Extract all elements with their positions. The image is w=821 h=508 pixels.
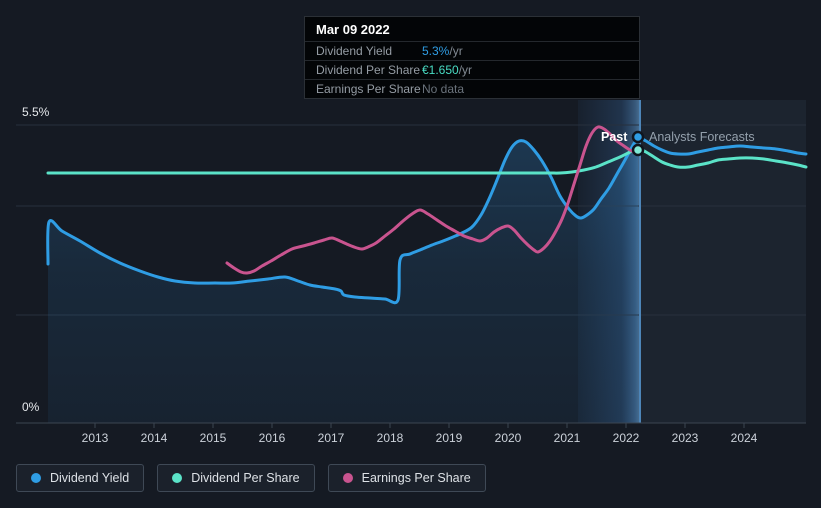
tooltip-value-suffix: /yr: [458, 63, 473, 77]
y-axis-max-label: 5.5%: [22, 105, 50, 119]
x-tick-label: 2020: [494, 431, 522, 445]
x-tick-label: 2019: [435, 431, 463, 445]
x-tick-label: 2023: [671, 431, 699, 445]
legend-item-dividend-yield[interactable]: Dividend Yield: [16, 464, 145, 492]
tooltip-row-dividend-yield: Dividend Yield 5.3% /yr: [305, 41, 639, 60]
tooltip-value: 5.3%: [422, 44, 450, 58]
tooltip-label: Dividend Per Share: [316, 63, 421, 77]
divider-marker: [631, 130, 645, 144]
x-tick-label: 2022: [612, 431, 640, 445]
divider-marker: [631, 143, 645, 157]
tooltip-label: Dividend Yield: [316, 44, 393, 58]
tooltip-row-earnings-per-share: Earnings Per Share No data: [305, 79, 639, 98]
tooltip-row-dividend-per-share: Dividend Per Share €1.650 /yr: [305, 60, 639, 79]
x-tick-label: 2024: [730, 431, 758, 445]
tooltip-label: Earnings Per Share: [316, 82, 421, 96]
legend-item-earnings-per-share[interactable]: Earnings Per Share: [327, 464, 486, 492]
area-dividend-yield-past: [47, 137, 639, 423]
chart-tooltip: Mar 09 2022 Dividend Yield 5.3% /yr Divi…: [304, 16, 640, 99]
earnings-per-share-dot-icon: [342, 473, 353, 483]
dividend-yield-dot-icon: [31, 473, 41, 483]
x-tick-label: 2016: [258, 431, 286, 445]
x-tick-label: 2013: [81, 431, 109, 445]
x-tick-label: 2014: [140, 431, 168, 445]
legend-label: Earnings Per Share: [361, 471, 471, 485]
y-axis-zero-label: 0%: [22, 400, 40, 414]
chart-legend: Dividend Yield Dividend Per Share Earnin…: [16, 464, 486, 492]
series-dividend-per-share-past: [46, 146, 640, 175]
x-tick-label: 2015: [199, 431, 227, 445]
series-dividend-per-share-forecast: [636, 146, 808, 169]
dividend-per-share-dot-icon: [172, 473, 183, 483]
x-tick-label: 2017: [317, 431, 345, 445]
x-tick-label: 2021: [553, 431, 581, 445]
tooltip-value: No data: [422, 82, 465, 96]
past-label: Past: [601, 130, 628, 144]
analysts-forecasts-label: Analysts Forecasts: [649, 130, 755, 144]
series-dividend-yield-past: [46, 135, 640, 305]
legend-label: Dividend Yield: [50, 471, 130, 485]
legend-label: Dividend Per Share: [191, 471, 300, 485]
tooltip-value: €1.650: [422, 63, 459, 77]
legend-item-dividend-per-share[interactable]: Dividend Per Share: [157, 464, 315, 492]
tooltip-date: Mar 09 2022: [316, 22, 390, 37]
series-dividend-yield-forecast: [636, 135, 808, 156]
series-earnings-per-share: [225, 125, 638, 275]
tooltip-value-suffix: /yr: [449, 44, 463, 58]
x-tick-label: 2018: [376, 431, 404, 445]
